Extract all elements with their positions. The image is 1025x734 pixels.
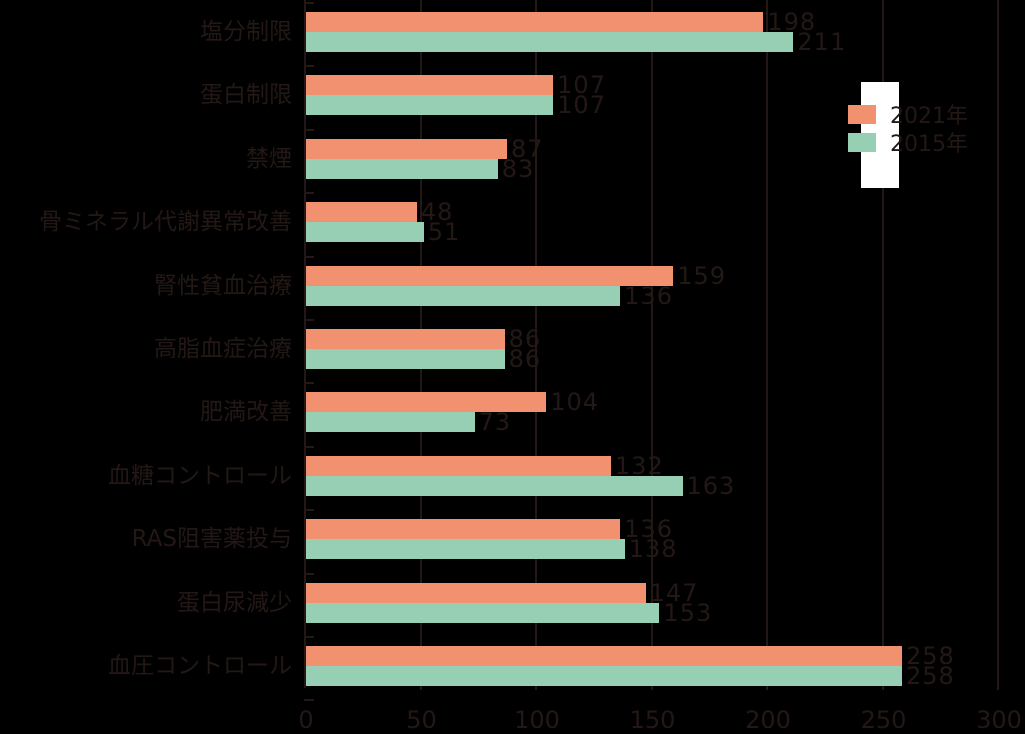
value-label-2021: 86: [508, 325, 542, 353]
value-label-2015: 163: [686, 471, 736, 500]
bar-2021: [306, 519, 621, 540]
category-label: 蛋白尿減少: [177, 589, 292, 616]
y-axis-tick: [304, 65, 314, 68]
value-label-2015: 258: [905, 662, 955, 690]
value-label-2015: 51: [427, 218, 461, 247]
category-label: 肥満改善: [200, 399, 292, 426]
value-label-2021: 104: [550, 388, 600, 417]
bar-2015: [306, 158, 498, 179]
bar-2015: [306, 412, 475, 433]
category-label: 血糖コントロール: [108, 462, 292, 489]
category-label: 禁煙: [246, 145, 292, 172]
legend-swatch-2015: [848, 132, 876, 152]
value-label-2021: 87: [510, 134, 544, 163]
value-label-2021: 147: [649, 578, 699, 607]
y-axis-tick: [304, 2, 314, 4]
value-label-2021: 132: [614, 451, 664, 480]
value-label-2021: 159: [677, 261, 727, 290]
category-label: 高脂血症治療: [154, 336, 292, 362]
gridline-150: [651, 0, 653, 690]
x-tick-label: 100: [514, 706, 560, 734]
value-label-2021: 107: [557, 71, 606, 100]
bar-2021: [306, 138, 507, 159]
bar-2015: [306, 666, 902, 686]
bar-2021: [306, 646, 902, 666]
y-axis-tick: [304, 382, 314, 385]
bar-2015: [306, 285, 621, 306]
category-label: 塩分制限: [200, 19, 292, 45]
y-axis-tick: [304, 192, 314, 195]
bar-2021: [306, 582, 646, 603]
y-axis-tick: [304, 255, 314, 258]
bar-2021: [306, 202, 417, 223]
value-label-2015: 83: [501, 154, 535, 183]
bar-2015: [306, 95, 554, 116]
bar-2021: [306, 265, 674, 286]
x-tick-label: 200: [745, 706, 791, 734]
x-tick-label: 250: [860, 706, 907, 734]
y-axis-tick: [304, 319, 314, 321]
category-label: RAS阻害薬投与: [131, 526, 292, 553]
legend-swatch-2021: [848, 104, 876, 124]
bar-2021: [306, 392, 547, 413]
bar-2021: [306, 329, 505, 349]
bar-2015: [306, 32, 794, 52]
category-label: 蛋白制限: [200, 82, 292, 109]
legend-item-2015: 2015年: [848, 132, 968, 157]
value-label-2015: 138: [628, 535, 678, 564]
x-tick-label: 150: [629, 706, 676, 734]
gridline-100: [535, 0, 537, 690]
bar-2021: [306, 75, 554, 96]
y-axis-tick: [304, 128, 314, 131]
x-tick-label: 300: [976, 706, 1022, 734]
value-label-2015: 86: [508, 345, 542, 373]
bar-2015: [306, 602, 660, 623]
gridline-200: [766, 0, 768, 690]
y-axis-tick: [304, 572, 314, 575]
y-axis-tick: [304, 509, 314, 512]
value-label-2015: 73: [478, 408, 512, 437]
value-label-2015: 153: [663, 598, 713, 627]
category-label: 腎性貧血治療: [154, 272, 292, 299]
bar-2021: [306, 455, 611, 476]
x-tick-label: 0: [298, 706, 314, 734]
bar-2015: [306, 539, 625, 560]
category-label: 血圧コントロール: [108, 653, 292, 679]
legend-item-2021: 2021年: [848, 104, 968, 129]
category-label: 骨ミネラル代謝異常改善: [39, 209, 292, 236]
y-axis-tick: [304, 636, 314, 638]
value-label-2021: 48: [420, 198, 454, 227]
value-label-2021: 198: [767, 8, 817, 36]
y-axis-tick: [304, 699, 314, 702]
gridline-250: [882, 0, 884, 690]
legend-label-2021: 2021年: [890, 104, 968, 129]
bar-2021: [306, 12, 764, 32]
gridline-300: [997, 0, 999, 690]
value-label-2015: 211: [797, 28, 847, 56]
value-label-2021: 136: [624, 515, 673, 544]
value-label-2015: 107: [557, 91, 606, 120]
y-axis-tick: [304, 445, 314, 448]
y-axis-line: [304, 0, 306, 688]
bar-2015: [306, 349, 505, 369]
bar-2015: [306, 222, 424, 243]
legend-label-2015: 2015年: [890, 132, 968, 157]
x-tick-label: 50: [406, 706, 437, 734]
value-label-2015: 136: [624, 281, 673, 310]
bar-2015: [306, 475, 683, 496]
value-label-2021: 258: [905, 642, 955, 670]
